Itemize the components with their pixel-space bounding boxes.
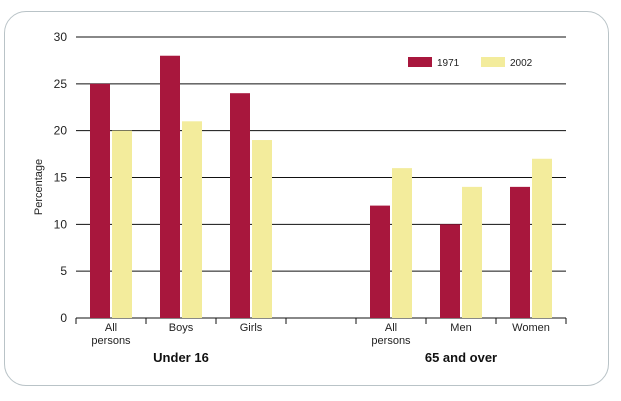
y-axis-ticks: 0 5 10 15 20 25 30 [54,30,68,325]
y-tick-label: 15 [54,171,68,185]
x-axis-ticks: All persons Boys Girls All persons Men Women [75,318,567,347]
legend-swatch-2002 [481,57,505,67]
x-tick-label: Women [512,322,550,334]
legend-swatch-1971 [408,57,432,67]
legend-label: 1971 [437,58,460,69]
legend: 1971 2002 [408,57,533,69]
y-tick-label: 30 [54,30,68,44]
bar-2002-2 [252,140,272,318]
bar-2002-0 [112,130,132,318]
x-tick-label: Girls [240,322,263,334]
x-tick-label: Men [450,322,471,334]
y-tick-label: 20 [54,124,68,138]
bar-1971-5 [440,224,460,318]
y-tick-label: 0 [60,311,67,325]
bar-2002-1 [182,121,202,318]
bars [90,55,552,318]
y-tick-label: 25 [54,77,68,91]
bar-2002-6 [532,158,552,318]
bar-2002-4 [392,168,412,318]
grid-lines [76,36,566,319]
bar-1971-2 [230,93,250,318]
x-tick-label: Boys [169,322,194,334]
bar-1971-1 [160,55,180,318]
x-tick-label: All persons [91,322,131,347]
group-labels: Under 16 65 and over [153,350,497,365]
bar-1971-0 [90,83,110,318]
group-label: Under 16 [153,350,209,365]
bar-1971-4 [370,205,390,318]
legend-label: 2002 [510,58,533,69]
x-tick-label: All persons [371,322,411,347]
bar-1971-6 [510,186,530,318]
bar-2002-5 [462,186,482,318]
y-tick-label: 5 [60,264,67,278]
y-axis-label: Percentage [33,159,45,215]
group-label: 65 and over [425,350,497,365]
y-tick-label: 10 [54,217,68,231]
